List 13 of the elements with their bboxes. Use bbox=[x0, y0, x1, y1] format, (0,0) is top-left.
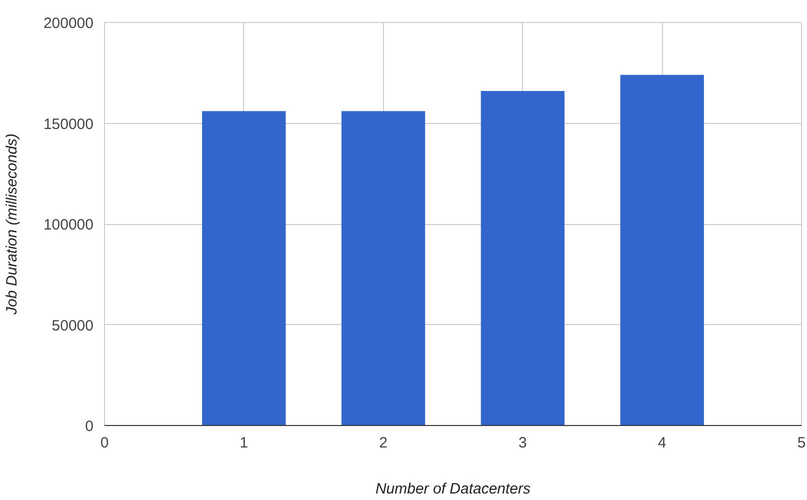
y-tick-label: 100000 bbox=[43, 216, 94, 234]
x-tick-label: 0 bbox=[100, 434, 109, 452]
x-tick-label: 5 bbox=[797, 434, 806, 452]
y-tick-label: 50000 bbox=[52, 317, 94, 334]
y-tick-label: 0 bbox=[85, 418, 94, 435]
x-tick-label: 2 bbox=[379, 434, 388, 452]
x-axis-title: Number of Datacenters bbox=[375, 480, 532, 498]
y-tick-label: 150000 bbox=[43, 116, 94, 133]
y-axis-title: Job Duration (milliseconds) bbox=[3, 134, 20, 316]
y-tick-label: 200000 bbox=[43, 15, 94, 32]
x-tick-label: 4 bbox=[658, 434, 666, 452]
x-tick-label: 1 bbox=[240, 434, 248, 452]
x-tick-label: 3 bbox=[518, 434, 527, 452]
